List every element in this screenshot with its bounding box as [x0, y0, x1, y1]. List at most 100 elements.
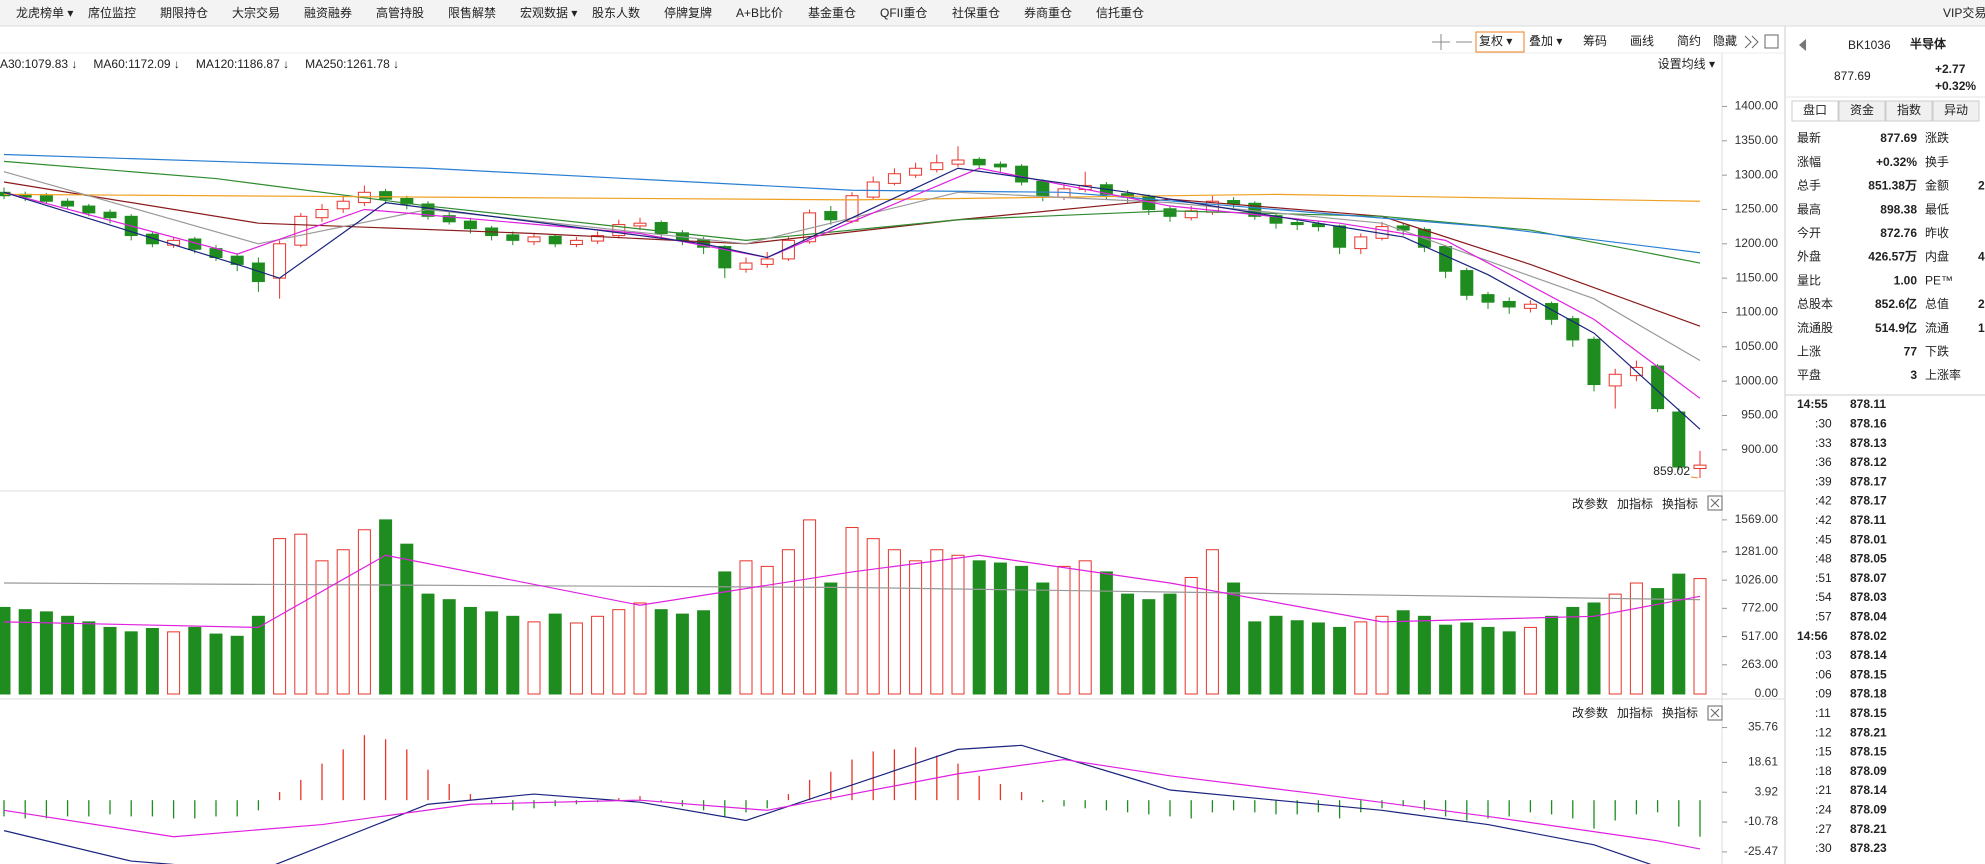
tab[interactable] [1791, 100, 1839, 122]
tab-label[interactable]: 指数 [1897, 102, 1921, 117]
close-icon[interactable] [1710, 708, 1720, 718]
toolbar-button[interactable]: 筹码 [1583, 34, 1607, 48]
menu-item[interactable]: A+B比价 [736, 6, 783, 20]
candle-body [1502, 300, 1516, 308]
tab-label[interactable]: 资金 [1850, 102, 1874, 117]
trade-price: 878.03 [1850, 590, 1887, 604]
y-tick-label: 1350.00 [1735, 133, 1779, 147]
toolbar-button[interactable]: 简约 [1677, 33, 1701, 48]
candle-body [1333, 225, 1347, 248]
volume-bar [718, 571, 732, 695]
trade-time: :54 [1815, 590, 1832, 604]
panel-button[interactable]: 加指标 [1617, 705, 1653, 720]
trade-price: 878.14 [1850, 648, 1887, 662]
quote-value: 2 [1978, 179, 1985, 193]
menu-item[interactable]: 期限持仓 [160, 5, 208, 20]
menu-item[interactable]: 股东人数 [592, 5, 640, 20]
panel-button[interactable]: 加指标 [1617, 496, 1653, 511]
tab-label[interactable]: 异动 [1944, 103, 1968, 117]
ma-setting[interactable]: 设置均线 ▾ [1658, 57, 1715, 71]
quote-label: 最低 [1925, 202, 1949, 216]
toolbar-button[interactable]: 隐藏 [1713, 34, 1737, 48]
y-tick-label: 1100.00 [1736, 305, 1779, 319]
candle-body [548, 235, 562, 245]
trade-time: :48 [1815, 552, 1832, 566]
ma-line [3, 171, 1701, 362]
menu-item[interactable]: 大宗交易 [232, 5, 280, 20]
tab[interactable] [1885, 100, 1933, 122]
candle-body [1566, 318, 1580, 341]
volume-bar [1651, 588, 1665, 695]
panel-button[interactable]: 换指标 [1662, 705, 1698, 720]
trade-price: 878.01 [1850, 532, 1887, 546]
candle-body [718, 246, 732, 269]
toolbar-button[interactable]: 画线 [1630, 34, 1654, 48]
trade-price: 878.04 [1850, 609, 1887, 623]
menu-item[interactable]: 券商重仓 [1024, 5, 1072, 20]
volume-bar [569, 622, 583, 695]
quote-value: 426.57万 [1868, 250, 1917, 264]
volume-bar [188, 626, 202, 695]
trade-time: :27 [1815, 822, 1832, 836]
volume-bar [18, 609, 32, 695]
volume-bar [1163, 593, 1177, 695]
menu-item[interactable]: 停牌复牌 [664, 5, 712, 20]
ma-line [3, 167, 1701, 430]
menu-item[interactable]: 宏观数据 ▾ [520, 5, 577, 20]
candle-body [527, 236, 541, 243]
tab[interactable] [1932, 100, 1980, 122]
y-tick-label: 1050.00 [1735, 339, 1779, 353]
volume-bar [1523, 626, 1537, 695]
panel-button[interactable]: 改参数 [1572, 705, 1608, 720]
menu-item[interactable]: QFII重仓 [880, 6, 927, 20]
trade-price: 878.12 [1850, 455, 1887, 469]
low-label: 859.02 [1653, 464, 1690, 478]
menu-item[interactable]: 基金重仓 [808, 5, 856, 20]
y-tick-label: -25.47 [1744, 844, 1778, 858]
tab-label[interactable]: 盘口 [1803, 102, 1827, 117]
close-icon[interactable] [1707, 495, 1723, 511]
volume-bar [230, 635, 244, 695]
menu-item[interactable]: 限售解禁 [448, 5, 496, 20]
volume-bar [548, 613, 562, 695]
y-tick-label: 1026.00 [1735, 572, 1779, 586]
active-button[interactable] [1475, 31, 1525, 53]
close-icon[interactable] [1710, 498, 1720, 508]
menu-item[interactable]: 高管持股 [376, 5, 424, 20]
toolbar-button[interactable]: 复权 ▾ [1479, 34, 1512, 48]
volume-bar [1205, 549, 1219, 695]
trade-price: 878.17 [1850, 494, 1887, 508]
quote-value: 77 [1904, 344, 1918, 358]
menu-item[interactable]: 社保重仓 [952, 5, 1000, 20]
candle-body [506, 234, 520, 241]
volume-bar [654, 609, 668, 695]
menu-item[interactable]: 龙虎榜单 ▾ [16, 5, 73, 20]
trade-price: 878.13 [1850, 436, 1887, 450]
panel-button[interactable]: 换指标 [1662, 496, 1698, 511]
quote-label: 平盘 [1797, 367, 1821, 382]
vip-link[interactable]: VIP交易 [1943, 5, 1985, 20]
tab[interactable] [1838, 100, 1886, 122]
candle-body [463, 220, 477, 230]
collapse-icon[interactable] [1744, 35, 1759, 49]
trade-price: 878.15 [1850, 706, 1887, 720]
percent-change: +0.32% [1935, 79, 1976, 93]
panel-button[interactable]: 改参数 [1572, 496, 1608, 511]
quote-label: 流通股 [1797, 321, 1833, 335]
menu-item[interactable]: 信托重仓 [1096, 6, 1144, 20]
fullscreen-icon[interactable] [1764, 34, 1779, 49]
close-icon[interactable] [1707, 705, 1723, 721]
menu-item[interactable]: 融资融券 [304, 5, 352, 20]
candle-body [845, 195, 859, 222]
volume-bar [1545, 615, 1559, 695]
trade-time: :51 [1815, 571, 1832, 585]
candle-body [1163, 208, 1177, 217]
menu-item[interactable]: 席位监控 [88, 5, 136, 20]
back-icon[interactable] [1799, 39, 1806, 51]
volume-bar [1460, 622, 1474, 695]
toolbar-button[interactable]: 叠加 ▾ [1529, 34, 1562, 48]
ma-line [3, 582, 1701, 601]
quote-value: 851.38万 [1868, 179, 1917, 193]
